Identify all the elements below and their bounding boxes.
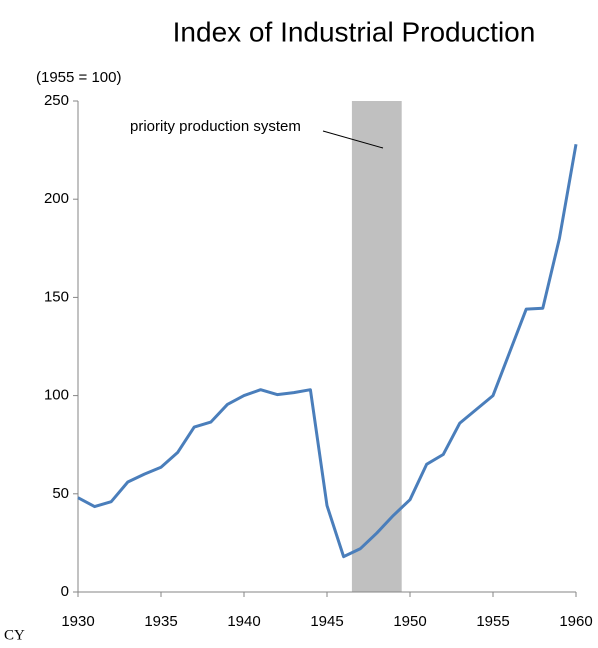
y-tick-label: 150 (44, 288, 69, 305)
x-tick-label: 1960 (559, 613, 592, 630)
y-tick-label: 250 (44, 92, 69, 109)
x-tick-label: 1935 (144, 613, 177, 630)
x-tick-label: 1940 (227, 613, 260, 630)
shaded-region (351, 101, 402, 592)
y-tick-label: 0 (61, 583, 69, 600)
x-tick-label: 1950 (393, 613, 426, 630)
chart-title: Index of Industrial Production (173, 16, 536, 47)
x-tick-label: 1945 (310, 613, 343, 630)
annotation-arrow (322, 130, 384, 149)
x-axis-label: CY (4, 627, 25, 643)
y-tick-label: 50 (52, 485, 69, 502)
y-tick-label: 100 (44, 387, 69, 404)
x-tick-label: 1955 (476, 613, 509, 630)
line-series (77, 143, 578, 559)
x-tick-label: 1930 (61, 613, 94, 630)
annotation: priority production system (130, 118, 301, 135)
y-tick-label: 200 (44, 190, 69, 207)
y-axis-label: (1955 = 100) (36, 69, 121, 86)
